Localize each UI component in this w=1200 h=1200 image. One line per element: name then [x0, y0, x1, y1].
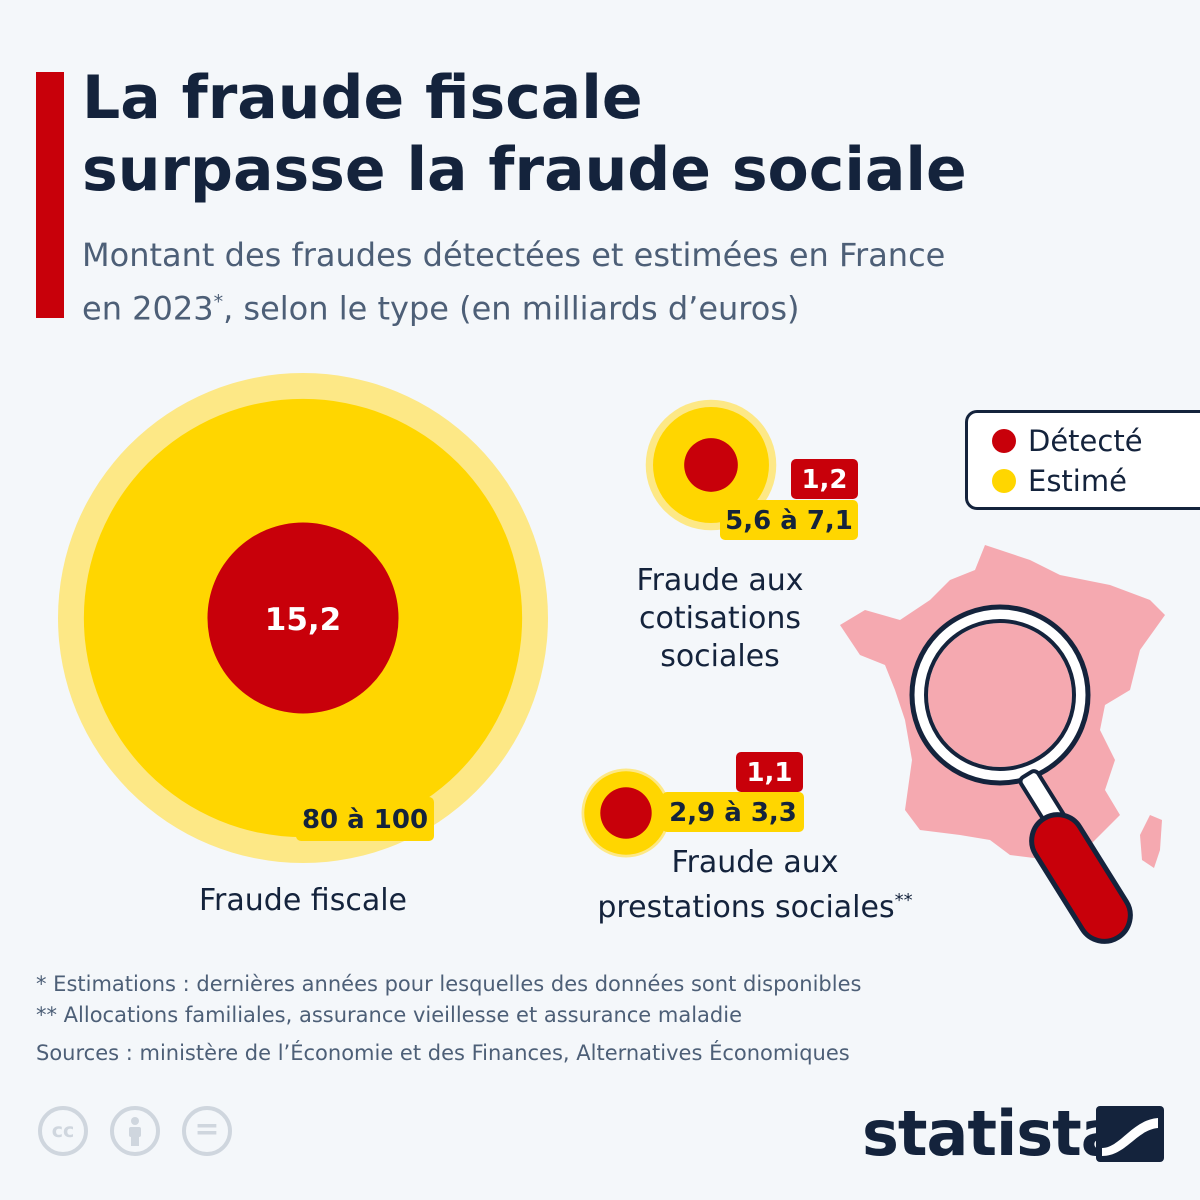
category-label-fraude-fiscale: Fraude fiscale	[120, 882, 486, 920]
no-derivatives-icon[interactable]: =	[182, 1106, 232, 1156]
title-line-1: La fraude fiscale	[82, 63, 643, 133]
legend-label-detected: Détecté	[1028, 424, 1143, 458]
magnifier-rim	[909, 604, 1091, 786]
detected-label-cotisations-box	[791, 459, 858, 499]
corsica-shape	[1140, 815, 1162, 868]
estimated-label-cotisations: 5,6 à 7,1	[725, 506, 853, 536]
brand-name: statista	[862, 1097, 1123, 1170]
title-line-2: surpasse la fraude sociale	[82, 135, 967, 205]
detected-label-fraude-fiscale: 15,2	[265, 602, 342, 638]
bubbles-layer: 15,2 80 à 100 1,2 5,6 à 7,1 1,1 2,9 à 3,3	[58, 373, 858, 863]
chart-title: La fraude fiscale surpasse la fraude soc…	[82, 62, 1162, 206]
attribution-icon[interactable]	[110, 1106, 160, 1156]
category-label-prestations: Fraude aux prestations sociales**	[560, 844, 950, 927]
magnifier-rim-inner	[924, 619, 1076, 771]
cc-icon[interactable]: cc	[38, 1106, 88, 1156]
legend: Détecté Estimé	[965, 410, 1200, 510]
legend-swatch-detected	[992, 429, 1016, 453]
category-label-cotisations: Fraude aux cotisations sociales	[560, 562, 880, 676]
title-accent-bar	[36, 72, 64, 318]
estimated-label-prestations-box	[662, 792, 804, 832]
footnote-estimations: * Estimations : dernières années pour le…	[36, 972, 862, 996]
estimated-label-prestations: 2,9 à 3,3	[669, 798, 797, 828]
detected-bubble-1	[684, 438, 738, 492]
detected-label-prestations-box	[736, 752, 803, 792]
detected-bubble-0	[207, 522, 399, 714]
detected-label-prestations: 1,1	[746, 758, 792, 788]
category-1-line-1: Fraude aux	[636, 563, 804, 598]
magnifier-lens	[912, 607, 1088, 783]
detected-bubble-2	[600, 787, 652, 839]
legend-label-estimated: Estimé	[1028, 464, 1127, 498]
legend-swatch-estimated	[992, 469, 1016, 493]
magnifier-handle	[1029, 812, 1133, 944]
legend-item-detected: Détecté	[992, 423, 1143, 459]
category-0-line-1: Fraude fiscale	[198, 883, 408, 918]
estimated-label-cotisations-box	[720, 500, 858, 540]
estimated-label-fraude-fiscale: 80 à 100	[302, 805, 428, 835]
chart-subtitle: Montant des fraudes détectées et estimée…	[82, 232, 1162, 333]
footnote-allocations: ** Allocations familiales, assurance vie…	[36, 1003, 743, 1027]
subtitle-line-2a: en 2023	[82, 289, 214, 328]
category-2-footnote-marker: **	[894, 890, 913, 911]
statista-logo-mark-icon	[1096, 1106, 1164, 1162]
equals-glyph: =	[194, 1112, 220, 1147]
cc-glyph: cc	[51, 1120, 75, 1142]
france-map-illustration	[840, 545, 1165, 944]
person-icon	[129, 1117, 141, 1146]
category-2-line-2: prestations sociales	[597, 890, 895, 925]
category-1-line-3: sociales	[660, 639, 780, 674]
legend-item-estimated: Estimé	[992, 463, 1127, 499]
statista-logo[interactable]: statista	[862, 1096, 1123, 1172]
category-1-line-2: cotisations	[638, 601, 802, 636]
detected-label-cotisations: 1,2	[801, 465, 847, 495]
estimated-label-fraude-fiscale-box	[296, 797, 434, 841]
category-2-line-1: Fraude aux	[671, 845, 839, 880]
subtitle-footnote-marker: *	[213, 291, 224, 313]
subtitle-line-2b: , selon le type (en milliards d’euros)	[223, 289, 800, 328]
subtitle-line-1: Montant des fraudes détectées et estimée…	[82, 236, 946, 274]
sources-note: Sources : ministère de l’Économie et des…	[36, 1041, 850, 1065]
